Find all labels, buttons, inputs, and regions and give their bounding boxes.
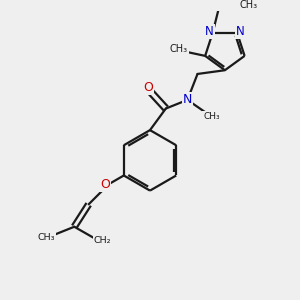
Text: CH₃: CH₃ <box>169 44 188 54</box>
Text: O: O <box>100 178 110 191</box>
Text: N: N <box>236 25 245 38</box>
Text: CH₂: CH₂ <box>94 236 111 245</box>
Text: CH₃: CH₃ <box>240 0 258 10</box>
Text: CH₃: CH₃ <box>203 112 220 121</box>
Text: N: N <box>205 25 214 38</box>
Text: CH₃: CH₃ <box>37 233 55 242</box>
Text: O: O <box>144 81 154 94</box>
Text: N: N <box>183 93 192 106</box>
